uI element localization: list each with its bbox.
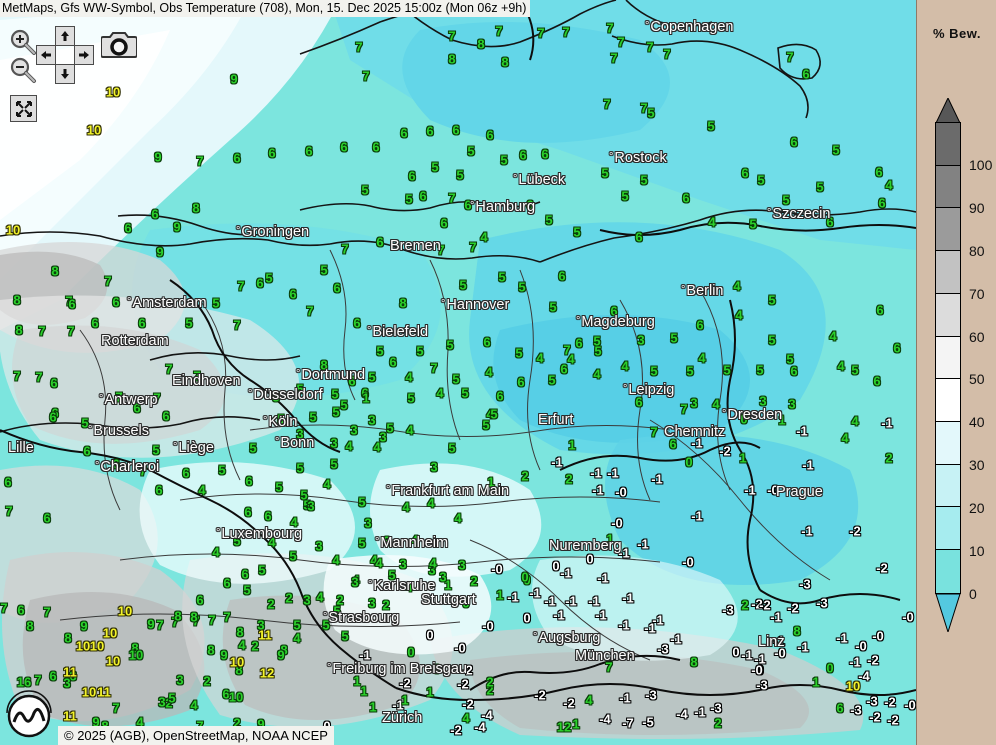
legend-tick-label: 10 bbox=[969, 543, 985, 560]
legend-segment bbox=[936, 251, 960, 294]
legend-title: % Bew. bbox=[932, 26, 982, 41]
legend-segment bbox=[936, 550, 960, 593]
zoom-out-icon[interactable] bbox=[8, 56, 38, 86]
legend-tick-label: 60 bbox=[969, 328, 985, 345]
legend-color-bar bbox=[935, 122, 961, 594]
legend-segment bbox=[936, 336, 960, 380]
legend-top-arrow bbox=[935, 98, 961, 123]
fullscreen-icon[interactable] bbox=[10, 95, 37, 122]
legend-segment bbox=[936, 165, 960, 209]
legend-panel: % Bew. 100 90 80 70 60 50 40 30 20 10 0 bbox=[916, 0, 996, 745]
legend-bottom-arrow bbox=[935, 594, 961, 632]
legend-scale: 100 90 80 70 60 50 40 30 20 10 0 bbox=[935, 98, 992, 632]
legend-tick-label: 100 bbox=[969, 156, 993, 173]
map-title: MetMaps, Gfs WW-Symbol, Obs Temperature … bbox=[0, 0, 531, 17]
attribution-text: © 2025 (AGB), OpenStreetMap, NOAA NCEP bbox=[58, 726, 334, 745]
legend-segment bbox=[936, 379, 960, 423]
legend-tick-label: 70 bbox=[969, 285, 985, 302]
pan-down-icon[interactable] bbox=[55, 64, 75, 84]
legend-segment bbox=[936, 507, 960, 551]
legend-segment bbox=[936, 123, 960, 166]
legend-tick-label: 40 bbox=[969, 414, 985, 431]
legend-tick-label: 90 bbox=[969, 199, 985, 216]
legend-tick-label: 20 bbox=[969, 500, 985, 517]
metmaps-logo bbox=[2, 689, 56, 743]
map-raster bbox=[0, 0, 916, 739]
legend-segment bbox=[936, 422, 960, 465]
pan-left-icon[interactable] bbox=[36, 45, 56, 65]
camera-icon[interactable] bbox=[100, 30, 138, 60]
legend-segment bbox=[936, 464, 960, 508]
pan-up-icon[interactable] bbox=[55, 26, 75, 46]
map-canvas[interactable] bbox=[0, 0, 916, 745]
legend-segment bbox=[936, 293, 960, 337]
legend-tick-label: 30 bbox=[969, 457, 985, 474]
pan-right-icon[interactable] bbox=[74, 45, 94, 65]
zoom-in-icon[interactable] bbox=[8, 28, 38, 58]
legend-segment bbox=[936, 208, 960, 252]
legend-tick-label: 0 bbox=[969, 586, 977, 602]
legend-tick-label: 50 bbox=[969, 371, 985, 388]
legend-tick-label: 80 bbox=[969, 242, 985, 259]
